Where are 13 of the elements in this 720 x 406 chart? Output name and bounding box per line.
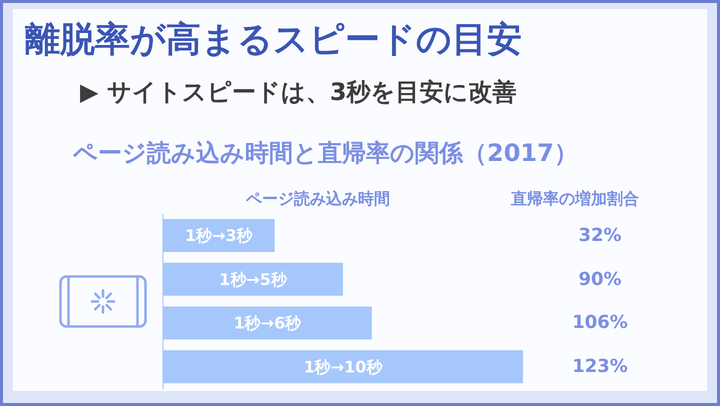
- text: 直帰率の増加割合: [510, 189, 640, 208]
- text: ページ読み込み時間と直帰率の関係（2017）: [73, 139, 578, 168]
- chart-subtitle: ▶ サイトスピードは、3秒を目安に改善: [80, 78, 517, 107]
- text: 123%: [571, 355, 629, 380]
- y-tick-label: 1秒→3秒: [184, 226, 254, 246]
- y-tick-label: 1秒→6秒: [234, 314, 302, 333]
- text: 90%: [577, 268, 623, 292]
- chart-title: 離脱率が高まるスピードの目安: [25, 19, 522, 61]
- text: 32%: [577, 224, 623, 248]
- y-tick-label: 1秒→5秒: [219, 270, 288, 289]
- text: 106%: [571, 311, 629, 336]
- y-tick-label: 1秒→10秒: [304, 357, 384, 376]
- x-axis-title: ページ読み込み時間: [245, 189, 391, 208]
